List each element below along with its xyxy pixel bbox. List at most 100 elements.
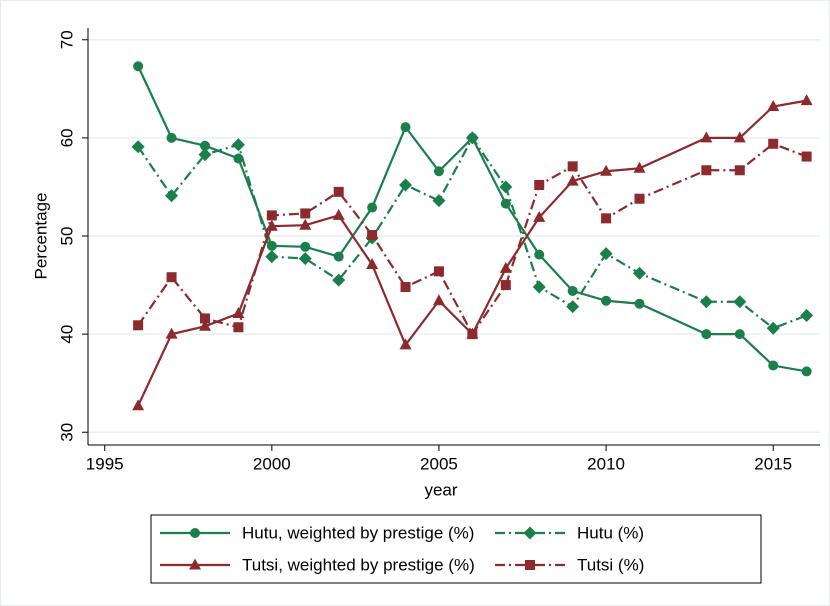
legend-label: Hutu, weighted by prestige (%) [242, 523, 474, 542]
marker [766, 321, 780, 335]
marker [699, 295, 713, 309]
marker [500, 280, 511, 291]
marker [534, 179, 545, 190]
y-tick-label: 70 [57, 30, 76, 49]
marker [533, 210, 546, 222]
marker [299, 218, 312, 230]
marker [165, 327, 178, 339]
marker [300, 208, 311, 219]
legend-label: Tutsi, weighted by prestige (%) [242, 555, 475, 574]
marker [768, 360, 779, 371]
marker [634, 298, 645, 309]
y-tick-label: 40 [57, 325, 76, 344]
marker [767, 99, 780, 111]
marker [467, 329, 478, 340]
marker [132, 399, 145, 411]
marker [465, 131, 479, 145]
legend-label: Tutsi (%) [577, 555, 644, 574]
marker [567, 161, 578, 172]
marker [367, 230, 378, 241]
marker [500, 198, 511, 209]
x-tick-label: 2010 [587, 454, 625, 473]
marker [232, 307, 245, 319]
marker [300, 241, 311, 252]
marker [333, 251, 344, 262]
y-axis-label: Percentage [31, 193, 50, 280]
marker [768, 138, 779, 149]
marker [133, 61, 144, 72]
marker [366, 257, 379, 269]
marker [399, 178, 413, 192]
marker [265, 250, 279, 264]
marker [701, 165, 712, 176]
marker [601, 213, 612, 224]
marker [190, 528, 200, 538]
marker [734, 329, 745, 340]
marker [133, 320, 144, 331]
marker [432, 194, 446, 208]
marker [433, 166, 444, 177]
series-line [137, 65, 807, 373]
marker [400, 282, 411, 293]
marker [298, 252, 312, 266]
marker [700, 131, 713, 143]
marker [231, 138, 245, 152]
marker [332, 273, 346, 287]
marker [233, 153, 244, 164]
series-line [137, 135, 808, 330]
marker [399, 338, 412, 350]
marker [800, 94, 813, 106]
marker [734, 165, 745, 176]
marker [367, 202, 378, 213]
marker [499, 261, 512, 273]
marker [233, 322, 244, 333]
legend [150, 514, 762, 584]
series-line [137, 142, 808, 337]
marker [433, 266, 444, 277]
marker [800, 308, 814, 322]
marker [400, 122, 411, 133]
marker [266, 210, 277, 221]
marker [166, 132, 177, 143]
marker [332, 208, 345, 220]
x-tick-label: 2015 [754, 454, 792, 473]
marker [801, 366, 812, 377]
marker [801, 151, 812, 162]
marker [131, 140, 145, 154]
marker [165, 189, 179, 203]
x-tick-label: 2000 [253, 454, 291, 473]
marker [525, 560, 535, 570]
marker [333, 186, 344, 197]
marker [166, 272, 177, 283]
marker [189, 558, 201, 570]
marker [566, 174, 579, 186]
x-axis-label: year [424, 480, 457, 499]
x-tick-label: 1995 [86, 454, 124, 473]
y-tick-label: 30 [57, 423, 76, 442]
marker [733, 131, 746, 143]
series-line [137, 99, 807, 407]
y-tick-label: 50 [57, 227, 76, 246]
marker [198, 319, 211, 331]
marker [534, 249, 545, 260]
marker [701, 329, 712, 340]
marker [523, 526, 537, 540]
y-tick-label: 60 [57, 128, 76, 147]
marker [634, 193, 645, 204]
marker [432, 294, 445, 306]
marker [567, 285, 578, 296]
marker [499, 180, 513, 194]
marker [532, 280, 546, 294]
legend-label: Hutu (%) [577, 523, 644, 542]
marker [599, 247, 613, 261]
marker [600, 164, 613, 176]
x-tick-label: 2005 [420, 454, 458, 473]
marker [633, 266, 647, 280]
marker [566, 300, 580, 314]
marker [199, 140, 210, 151]
marker [601, 295, 612, 306]
marker [265, 219, 278, 231]
marker [199, 313, 210, 324]
